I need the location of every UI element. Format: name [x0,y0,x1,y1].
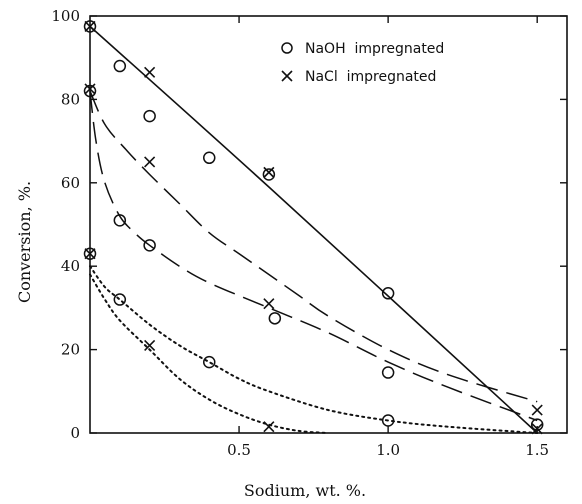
data-point-x [263,421,275,433]
dotted-fit-curve [89,273,330,434]
data-point-circle [381,366,395,379]
plot-frame [89,15,568,434]
data-point-circle [203,151,216,165]
dashed-fit-curve [89,90,538,403]
y-tick-label: 40 [61,257,80,275]
legend-label-naoh: NaOH impregnated [305,41,444,57]
data-point-circle [113,59,127,73]
dashed-fit-curve [89,91,538,422]
dotted-fit-curve [89,265,539,434]
data-point-x [531,404,543,416]
data-point-circle [262,168,276,181]
data-point-circle [113,293,127,306]
solid-fit-curve [89,25,538,434]
data-point-x [144,156,156,168]
legend-label-nacl: NaCl impregnated [305,69,436,85]
data-point-circle [143,109,156,123]
data-point-x [144,339,156,351]
y-axis-title: Conversion, %. [15,181,34,303]
data-point-circle [113,214,127,227]
fit-curves [89,25,539,434]
y-tick-label: 100 [51,7,80,25]
y-tick-label: 0 [70,424,80,442]
data-point-circle [381,287,395,300]
legend-x-marker [281,70,293,82]
data-point-circle [381,414,395,427]
data-point-x [263,298,275,310]
x-tick-label: 1.5 [525,441,549,459]
data-point-circle [143,239,156,252]
x-tick-label: 1.0 [376,441,400,459]
y-tick-label: 60 [61,174,80,192]
x-axis-title: Sodium, wt. %. [244,481,366,500]
legend-circle-marker [281,42,293,54]
data-point-circle [203,355,216,369]
data-point-x [263,166,275,178]
data-point-circle [268,312,282,325]
data-point-x [144,66,156,78]
legend: NaOH impregnated NaCl impregnated [281,41,444,85]
axes: 0 20 40 60 80 100 0.5 1.0 1.5 [51,7,568,459]
y-tick-label: 20 [61,341,80,359]
y-tick-label: 80 [61,90,80,108]
x-tick-label: 0.5 [227,441,251,459]
